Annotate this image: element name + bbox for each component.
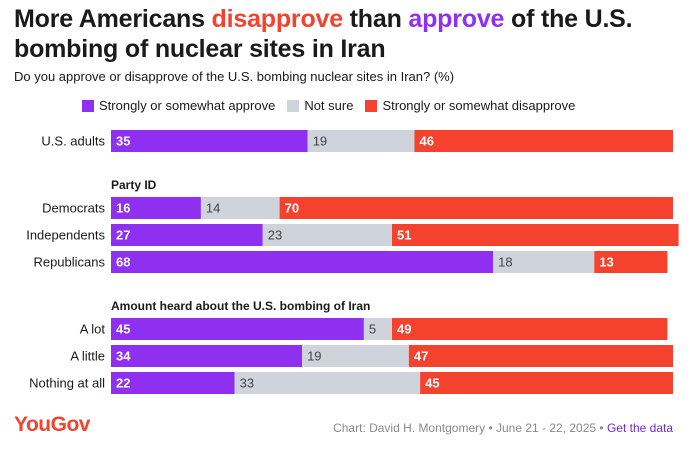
legend-label-disapprove: Strongly or somewhat disapprove: [382, 98, 576, 113]
value-label-u-s-adults-approve: 35: [116, 134, 130, 149]
legend-item-disapprove: Strongly or somewhat disapprove: [365, 98, 575, 113]
value-label-a-lot-not-sure: 5: [369, 322, 376, 337]
value-label-a-little-disapprove: 47: [414, 349, 428, 364]
value-label-a-lot-disapprove: 49: [397, 322, 411, 337]
value-label-republicans-approve: 68: [116, 255, 130, 270]
title-part-1: More Americans: [14, 5, 212, 33]
bar-nothing-at-all-approve: [111, 372, 235, 394]
legend-swatch-not-sure: [287, 99, 300, 112]
value-label-independents-disapprove: 51: [397, 228, 411, 243]
value-label-a-little-approve: 34: [116, 349, 131, 364]
credit-text: Chart: David H. Montgomery • June 21 - 2…: [333, 421, 607, 435]
bar-independents-not-sure: [262, 224, 392, 246]
row-label-a-lot: A lot: [80, 322, 106, 337]
row-label-independents: Independents: [26, 228, 105, 243]
row-label-a-little: A little: [70, 349, 105, 364]
bar-a-little-not-sure: [302, 345, 409, 367]
bar-a-lot-not-sure: [363, 318, 392, 340]
legend-item-not-sure: Not sure: [287, 98, 353, 113]
title-disapprove-word: disapprove: [211, 5, 344, 33]
yougov-logo: YouGov: [14, 413, 90, 436]
get-data-link[interactable]: Get the data: [606, 421, 673, 435]
value-label-democrats-approve: 16: [116, 201, 130, 216]
legend-swatch-disapprove: [365, 99, 378, 112]
value-label-republicans-not-sure: 18: [498, 255, 512, 270]
chart-subtitle: Do you approve or disapprove of the U.S.…: [14, 69, 455, 84]
bar-democrats-not-sure: [200, 197, 280, 219]
value-label-a-little-not-sure: 19: [307, 349, 321, 364]
value-label-republicans-disapprove: 13: [599, 255, 613, 270]
bar-u-s-adults-approve: [111, 130, 308, 152]
title-part-5: of the U.S. bombing of nuclear sites in …: [14, 5, 633, 63]
value-label-independents-approve: 27: [116, 228, 130, 243]
value-label-independents-not-sure: 23: [268, 228, 282, 243]
bar-democrats-approve: [111, 197, 201, 219]
legend-label-not-sure: Not sure: [304, 98, 354, 113]
row-label-u-s-adults: U.S. adults: [41, 134, 105, 149]
value-label-a-lot-approve: 45: [116, 322, 130, 337]
stacked-bar-chart: U.S. adults 35 19 46 Party ID Democrats 16 14 70…: [26, 130, 679, 394]
value-label-democrats-not-sure: 14: [206, 201, 220, 216]
value-label-nothing-at-all-not-sure: 33: [240, 376, 254, 391]
bar-republicans-not-sure: [493, 251, 595, 273]
value-label-u-s-adults-disapprove: 46: [419, 134, 433, 149]
bar-a-lot-disapprove: [392, 318, 668, 340]
bar-republicans-approve: [111, 251, 494, 273]
legend-label-approve: Strongly or somewhat approve: [99, 98, 276, 113]
bar-democrats-disapprove: [279, 197, 673, 219]
chart-title: More Americans disapprove than approve o…: [14, 4, 684, 64]
bar-a-little-disapprove: [408, 345, 673, 367]
bar-republicans-disapprove: [594, 251, 668, 273]
row-label-republicans: Republicans: [33, 255, 105, 270]
value-label-democrats-disapprove: 70: [285, 201, 299, 216]
footer-credit: Chart: David H. Montgomery • June 21 - 2…: [333, 421, 673, 435]
bar-a-little-approve: [111, 345, 303, 367]
value-label-nothing-at-all-disapprove: 45: [425, 376, 439, 391]
bar-nothing-at-all-disapprove: [420, 372, 673, 394]
value-label-nothing-at-all-approve: 22: [116, 376, 130, 391]
row-label-nothing-at-all: Nothing at all: [29, 376, 105, 391]
bar-u-s-adults-disapprove: [414, 130, 673, 152]
bar-independents-approve: [111, 224, 263, 246]
title-approve-word: approve: [408, 5, 505, 33]
title-part-3: than: [342, 5, 409, 33]
bar-u-s-adults-not-sure: [307, 130, 415, 152]
legend: Strongly or somewhat approve Not sure St…: [82, 98, 587, 113]
row-label-democrats: Democrats: [42, 201, 105, 216]
value-label-u-s-adults-not-sure: 19: [313, 134, 327, 149]
bar-nothing-at-all-not-sure: [234, 372, 421, 394]
bar-a-lot-approve: [111, 318, 364, 340]
group-heading-amount-heard-about-the-u-s-bombing-of-iran: Amount heard about the U.S. bombing of I…: [111, 299, 370, 313]
legend-item-approve: Strongly or somewhat approve: [82, 98, 275, 113]
legend-swatch-approve: [82, 99, 94, 112]
group-heading-party-id: Party ID: [111, 178, 157, 192]
bar-independents-disapprove: [392, 224, 679, 246]
